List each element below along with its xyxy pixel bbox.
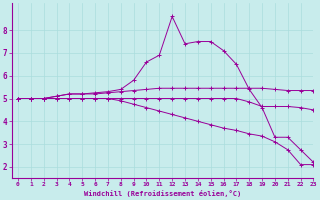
- X-axis label: Windchill (Refroidissement éolien,°C): Windchill (Refroidissement éolien,°C): [84, 190, 241, 197]
